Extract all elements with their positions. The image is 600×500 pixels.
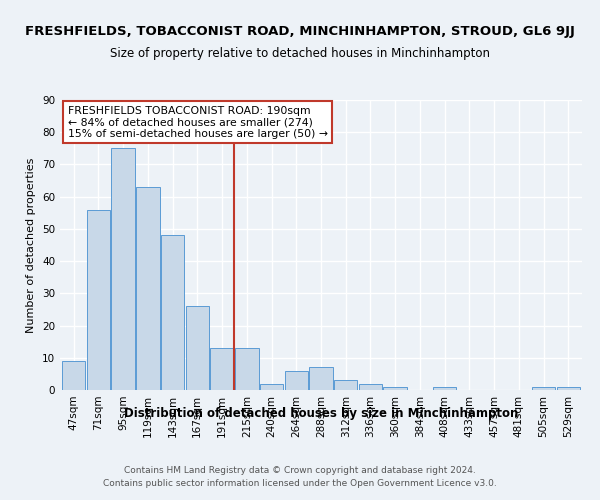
Y-axis label: Number of detached properties: Number of detached properties: [26, 158, 37, 332]
Bar: [235, 348, 259, 390]
Text: Contains HM Land Registry data © Crown copyright and database right 2024.
Contai: Contains HM Land Registry data © Crown c…: [103, 466, 497, 487]
Bar: [309, 368, 333, 390]
Bar: [383, 387, 407, 390]
Bar: [86, 210, 110, 390]
Text: FRESHFIELDS TOBACCONIST ROAD: 190sqm
← 84% of detached houses are smaller (274)
: FRESHFIELDS TOBACCONIST ROAD: 190sqm ← 8…: [68, 106, 328, 139]
Bar: [334, 380, 358, 390]
Bar: [532, 387, 556, 390]
Bar: [185, 306, 209, 390]
Bar: [112, 148, 135, 390]
Text: Distribution of detached houses by size in Minchinhampton: Distribution of detached houses by size …: [124, 408, 518, 420]
Bar: [557, 387, 580, 390]
Bar: [433, 387, 457, 390]
Bar: [210, 348, 234, 390]
Bar: [359, 384, 382, 390]
Bar: [161, 236, 184, 390]
Bar: [62, 361, 85, 390]
Bar: [284, 370, 308, 390]
Text: Size of property relative to detached houses in Minchinhampton: Size of property relative to detached ho…: [110, 48, 490, 60]
Bar: [260, 384, 283, 390]
Text: FRESHFIELDS, TOBACCONIST ROAD, MINCHINHAMPTON, STROUD, GL6 9JJ: FRESHFIELDS, TOBACCONIST ROAD, MINCHINHA…: [25, 25, 575, 38]
Bar: [136, 187, 160, 390]
